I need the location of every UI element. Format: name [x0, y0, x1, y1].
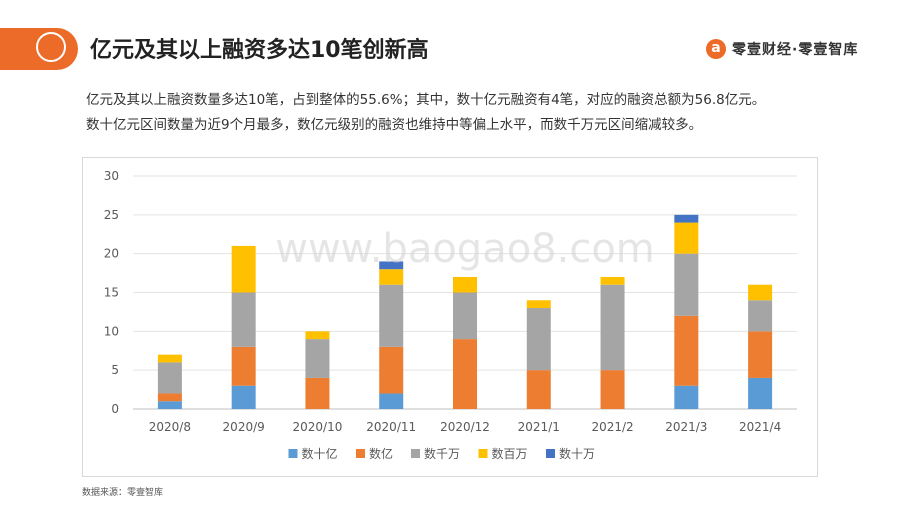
legend-swatch — [288, 449, 298, 458]
bar-segment — [379, 284, 404, 347]
x-tick-label: 2020/12 — [440, 420, 490, 434]
bar-segment — [231, 292, 256, 347]
brand: a 零壹财经·零壹智库 — [706, 38, 858, 60]
bar-segment — [674, 222, 699, 254]
y-tick-label: 15 — [104, 286, 119, 300]
legend-swatch — [546, 449, 555, 458]
y-tick-label: 10 — [104, 324, 119, 338]
bar-segment — [305, 339, 330, 378]
bar-segment — [379, 346, 404, 394]
bar-segment — [674, 385, 699, 409]
bar-segment — [157, 362, 182, 394]
bar-segment — [231, 245, 256, 293]
x-tick-label: 2021/1 — [518, 420, 560, 434]
x-tick-label: 2021/4 — [739, 420, 781, 434]
x-tick-label: 2020/11 — [366, 420, 416, 434]
bar-segment — [231, 385, 256, 409]
brand-logo-icon: a — [706, 39, 726, 59]
bar-segment — [379, 393, 404, 409]
bar-segment — [600, 284, 625, 371]
legend-swatch — [411, 449, 420, 458]
ring-icon — [36, 32, 66, 62]
page-title: 亿元及其以上融资多达10笔创新高 — [90, 38, 429, 63]
legend-swatch — [478, 449, 488, 458]
bar-segment — [453, 276, 477, 293]
bar-segment — [748, 300, 773, 332]
y-tick-label: 5 — [111, 363, 119, 377]
bar-segment — [453, 339, 477, 409]
bar-segment — [305, 331, 330, 340]
bar-segment — [748, 284, 773, 301]
legend-swatch — [356, 449, 365, 458]
y-tick-label: 25 — [104, 208, 119, 222]
data-source: 数据来源：零壹智库 — [82, 488, 164, 498]
legend-label: 数十万 — [559, 446, 595, 461]
bar-segment — [231, 346, 256, 386]
legend-label: 数亿 — [369, 446, 393, 461]
x-tick-label: 2021/2 — [591, 420, 633, 434]
x-tick-label: 2021/3 — [665, 420, 707, 434]
bar-segment — [157, 401, 182, 409]
bar-segment — [674, 315, 699, 386]
bar-segment — [748, 331, 773, 378]
bar-segment — [379, 261, 404, 270]
summary-text: 亿元及其以上融资数量多达10笔，占到整体的55.6%；其中，数十亿元融资有4笔，… — [86, 88, 906, 138]
bar-segment — [674, 214, 699, 223]
x-tick-label: 2020/9 — [223, 420, 265, 434]
bar-segment — [748, 377, 773, 409]
x-tick-label: 2020/10 — [293, 420, 343, 434]
bar-segment — [600, 276, 625, 285]
brand-name: 零壹财经·零壹智库 — [732, 42, 859, 58]
bar-segment — [157, 393, 182, 402]
bar-segment — [526, 300, 551, 309]
y-tick-label: 0 — [111, 402, 119, 416]
legend-label: 数千万 — [424, 446, 460, 461]
y-tick-label: 20 — [104, 247, 119, 261]
header-accent-bar — [0, 28, 78, 70]
y-tick-label: 30 — [104, 169, 119, 183]
summary-line-2: 数十亿元区间数量为近9个月最多，数亿元级别的融资也维持中等偏上水平，而数千万元区… — [86, 117, 703, 133]
stacked-bar-chart: 0 5 10 15 20 25 30 2020/8 2020/9 2020/10 2020/11 20… — [104, 169, 797, 461]
bar-segment — [157, 354, 182, 363]
x-tick-label: 2020/8 — [149, 420, 191, 434]
legend-label: 数百万 — [492, 446, 528, 461]
bar-segment — [600, 370, 625, 409]
watermark: www.baogao8.com — [275, 226, 655, 272]
bar-segment — [526, 370, 551, 409]
chart-frame: 0 5 10 15 20 25 30 2020/8 2020/9 2020/10 2020/11 20… — [82, 157, 818, 477]
legend-label: 数十亿 — [302, 446, 338, 461]
bar-segment — [526, 308, 551, 371]
bar-segment — [674, 253, 699, 316]
bar-segment — [379, 269, 404, 285]
summary-line-1: 亿元及其以上融资数量多达10笔，占到整体的55.6%；其中，数十亿元融资有4笔，… — [86, 92, 766, 108]
bar-segment — [453, 292, 477, 340]
bar-segment — [305, 377, 330, 409]
